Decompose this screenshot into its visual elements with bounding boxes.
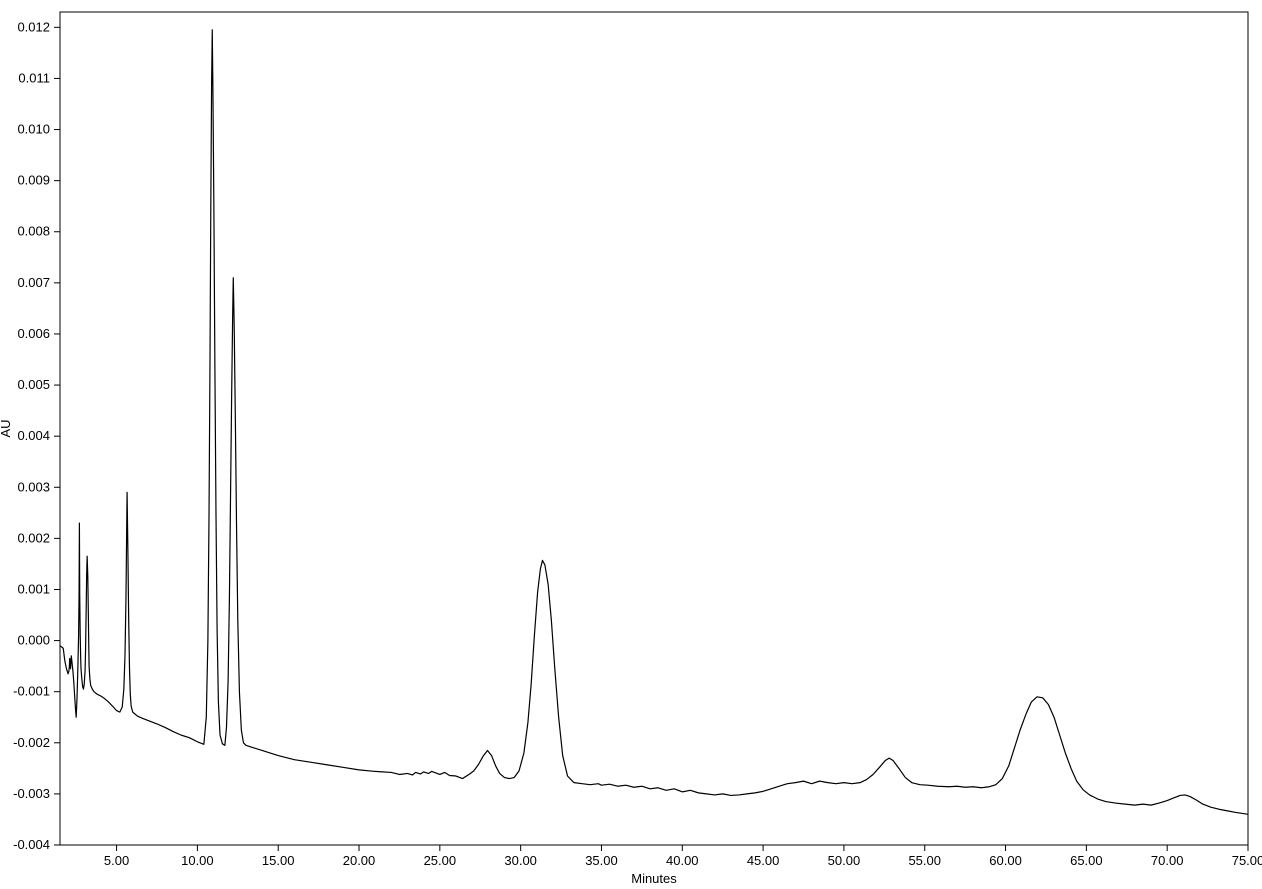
x-tick-label: 5.00 bbox=[104, 853, 129, 868]
x-tick-label: 20.00 bbox=[343, 853, 376, 868]
chart-svg: -0.004 -0.003 -0.002 -0.001 0.000 0.001 0.002 0… bbox=[0, 0, 1262, 889]
y-tick-label: -0.001 bbox=[13, 684, 50, 699]
y-tick-label: 0.010 bbox=[17, 122, 50, 137]
x-tick-label: 75.00 bbox=[1232, 853, 1262, 868]
x-tick-label: 15.00 bbox=[262, 853, 295, 868]
y-tick-label: 0.009 bbox=[17, 173, 50, 188]
y-tick-label: 0.002 bbox=[17, 530, 50, 545]
x-tick-label: 50.00 bbox=[828, 853, 861, 868]
x-tick-label: 55.00 bbox=[908, 853, 941, 868]
y-axis-title: AU bbox=[0, 419, 13, 437]
x-tick-label: 25.00 bbox=[424, 853, 457, 868]
y-tick-label: 0.011 bbox=[18, 70, 50, 85]
y-tick-label: 0.005 bbox=[17, 377, 50, 392]
x-tick-label: 65.00 bbox=[1070, 853, 1103, 868]
chromatogram-chart: -0.004 -0.003 -0.002 -0.001 0.000 0.001 0.002 0… bbox=[0, 0, 1262, 889]
y-tick-label: 0.012 bbox=[17, 19, 50, 34]
x-axis-title: Minutes bbox=[631, 871, 677, 886]
x-tick-label: 60.00 bbox=[989, 853, 1022, 868]
y-tick-label: 0.004 bbox=[17, 428, 50, 443]
y-tick-label: 0.000 bbox=[17, 633, 50, 648]
x-tick-label: 45.00 bbox=[747, 853, 780, 868]
x-tick-label: 40.00 bbox=[666, 853, 699, 868]
x-tick-label: 70.00 bbox=[1151, 853, 1184, 868]
x-tick-label: 10.00 bbox=[181, 853, 214, 868]
y-tick-label: 0.008 bbox=[17, 224, 50, 239]
x-tick-label: 35.00 bbox=[585, 853, 618, 868]
plot-border bbox=[60, 12, 1248, 845]
y-tick-label: -0.002 bbox=[13, 735, 50, 750]
x-tick-label: 30.00 bbox=[504, 853, 537, 868]
y-tick-label: 0.001 bbox=[17, 581, 50, 596]
y-tick-label: 0.006 bbox=[17, 326, 50, 341]
y-tick-label: 0.007 bbox=[17, 275, 50, 290]
y-tick-label: -0.004 bbox=[13, 837, 50, 852]
y-tick-label: -0.003 bbox=[13, 786, 50, 801]
y-tick-label: 0.003 bbox=[17, 479, 50, 494]
